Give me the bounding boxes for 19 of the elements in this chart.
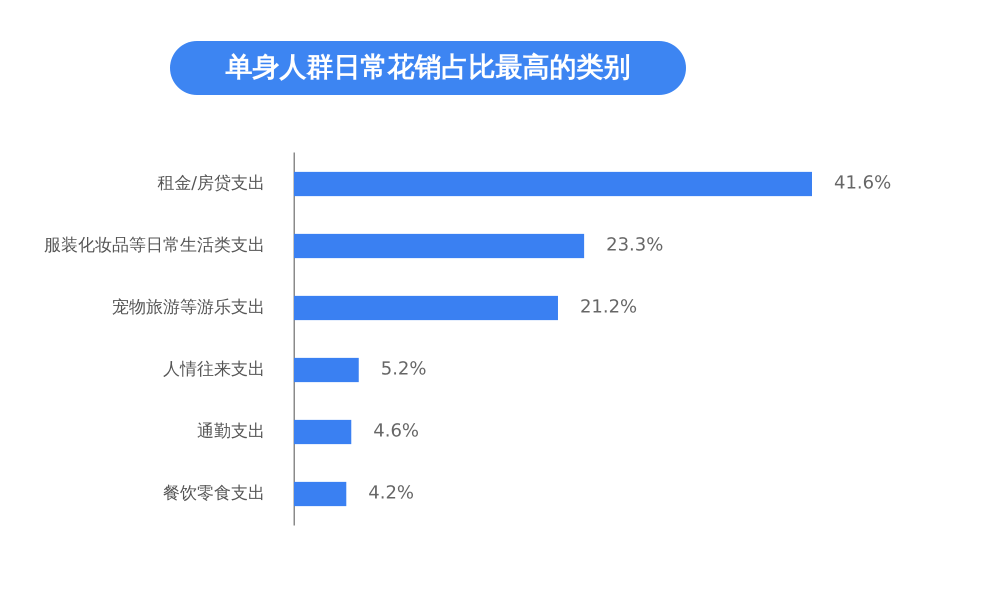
- bar: [294, 234, 584, 258]
- y-tick-label: 租金/房贷支出: [157, 173, 265, 194]
- data-label: 4.6%: [373, 420, 420, 442]
- bar: [294, 420, 352, 444]
- data-label: 5.2%: [380, 358, 426, 380]
- data-label: 4.2%: [368, 482, 414, 504]
- y-tick-label: 服装化妆品等日常生活类支出: [44, 235, 265, 256]
- y-tick-label: 宠物旅游等游乐支出: [112, 297, 265, 318]
- y-tick-label: 餐饮零食支出: [163, 483, 265, 504]
- y-tick-label: 通勤支出: [197, 421, 265, 442]
- chart-title: 单身人群日常花销占比最高的类别: [226, 52, 630, 84]
- bar: [294, 172, 812, 196]
- data-label: 23.3%: [606, 234, 664, 256]
- bar: [294, 482, 346, 506]
- bar: [294, 296, 558, 320]
- data-label: 21.2%: [580, 296, 638, 318]
- bar: [294, 358, 359, 382]
- y-tick-label: 人情往来支出: [163, 359, 265, 380]
- data-label: 41.6%: [834, 172, 892, 194]
